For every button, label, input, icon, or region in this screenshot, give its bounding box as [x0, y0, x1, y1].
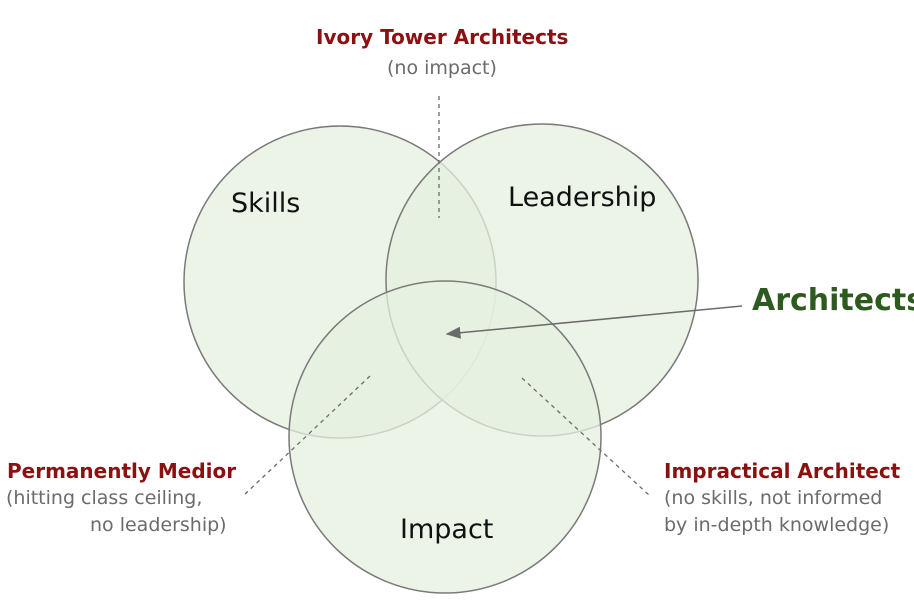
impractical-connector [521, 377, 651, 497]
architects-label: Architects [752, 283, 914, 318]
medior-desc-line1: (hitting class ceiling, [6, 487, 203, 509]
impractical-desc-line2: by in-depth knowledge) [664, 514, 890, 536]
architects-arrow [445, 305, 743, 339]
ivory-tower-desc: (no impact) [387, 57, 497, 79]
skills-label: Skills [231, 188, 301, 219]
impractical-desc-line1: (no skills, not informed [664, 487, 883, 509]
medior-desc-line2: no leadership) [90, 514, 227, 536]
impact-label: Impact [400, 514, 494, 545]
impractical-title: Impractical Architect [664, 459, 901, 483]
ivory-tower-title: Ivory Tower Architects [316, 25, 569, 49]
impact-circle [288, 280, 602, 594]
medior-title: Permanently Medior [7, 459, 237, 483]
medior-connector [242, 375, 371, 497]
leadership-label: Leadership [508, 182, 657, 213]
